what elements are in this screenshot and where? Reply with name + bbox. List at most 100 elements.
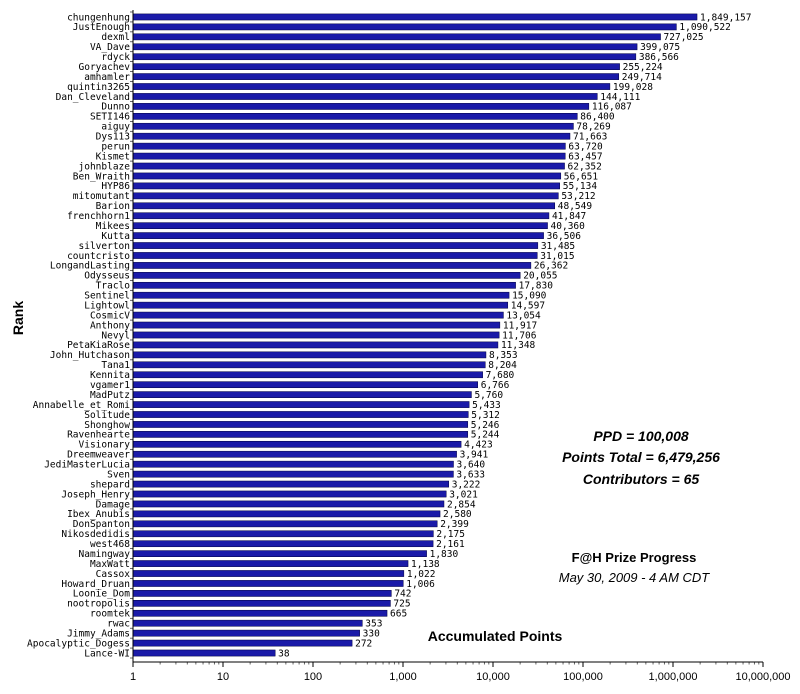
value-label: 6,766 [481,380,510,391]
bar [132,440,462,448]
category-label: perun [101,141,130,152]
category-label: John_Hutchason [50,350,130,361]
bar [132,73,620,80]
category-label: Damage [96,499,131,510]
bar [132,232,544,239]
category-label: MadPutz [90,390,130,401]
chart-title: F@H Prize Progress [572,550,697,565]
category-label: aiguy [101,122,130,133]
bar [132,122,574,130]
category-label: JediMasterLucia [44,460,130,471]
x-axis-title: Accumulated Points [428,628,563,644]
value-label: 63,720 [568,141,603,152]
value-label: 144,111 [600,92,640,103]
bar [132,490,447,498]
category-label: Traclo [96,281,131,292]
category-label: Ravenhearte [67,430,130,441]
x-tick-label: 10 [217,671,229,683]
bar [132,351,487,359]
bar [132,222,548,230]
value-label: 56,651 [564,171,599,182]
category-label: Tana1 [101,360,130,371]
value-label: 2,175 [436,529,465,540]
value-label: 272 [355,638,372,649]
bar [132,311,504,319]
value-label: 199,028 [613,82,653,93]
bar [132,530,434,538]
category-label: Sven [107,469,130,480]
category-label: Shonghow [84,420,130,431]
category-label: Lightowl [84,300,130,311]
bar [132,570,405,577]
category-label: Kutta [101,231,130,242]
bars-group [132,13,698,657]
x-tick-label: 1,000,000 [649,671,698,683]
value-label: 386,566 [639,52,679,63]
value-label: 55,134 [563,181,598,192]
category-label: countcristo [67,251,130,262]
value-label: 5,246 [471,420,500,431]
value-label: 31,485 [541,241,575,252]
bar [132,182,560,190]
value-label: 7,680 [486,370,515,381]
value-label: 8,353 [489,350,518,361]
value-label: 13,054 [506,310,541,321]
value-label: 14,597 [511,300,545,311]
bar [132,152,566,160]
category-label: Odysseus [84,271,130,282]
value-label: 31,015 [540,251,574,262]
bar [132,142,566,150]
bar [132,450,457,458]
bar [132,421,469,428]
category-label: Dunno [101,102,130,113]
value-label: 41,847 [552,211,586,222]
value-label: 330 [363,628,380,639]
value-label: 1,138 [411,559,440,570]
bar [132,609,388,617]
value-label: 62,352 [568,161,602,172]
category-label: Nikosdedidis [61,529,130,540]
value-label: 725 [393,599,410,610]
bar [132,510,441,518]
category-label: Cassox [96,569,131,580]
value-label: 4,423 [464,440,493,451]
category-label: Anthony [90,320,130,331]
category-label: Kennita [90,370,130,381]
value-label: 5,244 [471,430,500,441]
value-label: 1,022 [407,569,436,580]
axes-lines [130,10,763,663]
bar [132,341,499,349]
x-tick-label: 100,000 [563,671,603,683]
category-label: chungenhung [67,12,130,23]
x-tick-label: 1 [130,671,136,683]
bar [132,331,500,339]
category-label: nootropolis [67,599,130,610]
bar [132,113,578,120]
value-label: 249,714 [622,72,662,83]
bar [132,401,470,408]
category-label: Ben_Wraith [73,171,130,182]
bar [132,192,559,200]
category-label: rdyck [101,52,130,63]
bar [132,53,637,61]
category-label: Dys113 [96,132,130,143]
value-label: 399,075 [640,42,680,53]
bar [132,301,509,309]
category-label: rwac [107,619,130,630]
value-label: 353 [365,619,382,630]
category-label: Lance-WI [84,648,130,659]
value-label: 665 [390,609,407,620]
category-label: johnblaze [79,161,131,172]
bar [132,520,438,528]
category-label: Dan_Cleveland [56,92,130,103]
category-label: Solitude [84,410,130,421]
bar [132,93,598,100]
category-label: Ibex_Anubis [67,509,130,520]
bar [132,540,434,548]
value-label: 15,090 [512,291,547,302]
bar [132,281,516,289]
x-tick-label: 10,000 [476,671,510,683]
bar [132,629,360,637]
bar [132,391,472,398]
value-labels-group: 1,849,1571,090,522727,025399,075386,5662… [278,12,751,659]
